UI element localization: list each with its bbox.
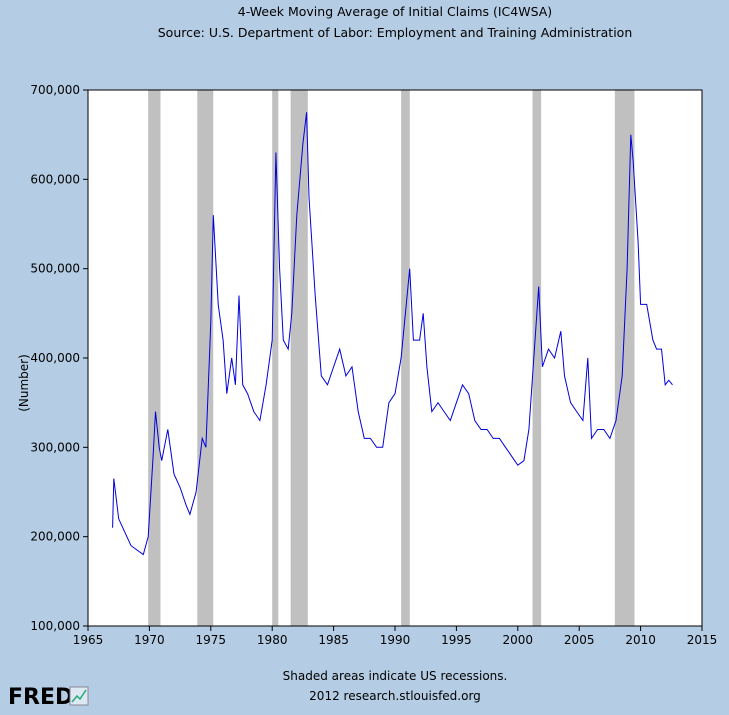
x-tick-label: 2005 [564,633,595,647]
logo-icon-line [71,689,87,703]
logo: FRED [8,685,73,710]
recession-band [148,90,161,626]
data-line [112,112,673,556]
x-tick-label: 2010 [625,633,656,647]
chart-subtitle: Source: U.S. Department of Labor: Employ… [158,25,633,40]
plot-area [87,89,703,627]
y-tick-label: 400,000 [30,351,80,365]
recession-band [401,90,410,626]
x-tick-label: 1980 [257,633,288,647]
recession-band [197,90,214,626]
y-tick-label: 100,000 [30,619,80,633]
y-tick-label: 200,000 [30,530,80,544]
recession-band [290,90,308,626]
x-tick-label: 1965 [73,633,104,647]
x-tick-label: 2015 [687,633,718,647]
credit: 2012 research.stlouisfed.org [309,689,481,703]
y-tick-label: 700,000 [30,83,80,97]
x-tick-label: 1970 [134,633,165,647]
x-tick-label: 1975 [196,633,227,647]
recession-band [614,90,635,626]
x-tick-label: 1995 [441,633,472,647]
footnote: Shaded areas indicate US recessions. [283,669,508,683]
y-tick-label: 500,000 [30,262,80,276]
x-tick-label: 2000 [503,633,534,647]
recession-band [532,90,542,626]
x-tick-label: 1990 [380,633,411,647]
chart-title: 4-Week Moving Average of Initial Claims … [238,4,552,19]
recession-band [272,90,279,626]
y-axis-label: (Number) [17,354,31,412]
y-tick-label: 300,000 [30,440,80,454]
y-tick-label: 600,000 [30,172,80,186]
logo-icon [69,686,89,706]
x-tick-label: 1985 [318,633,349,647]
